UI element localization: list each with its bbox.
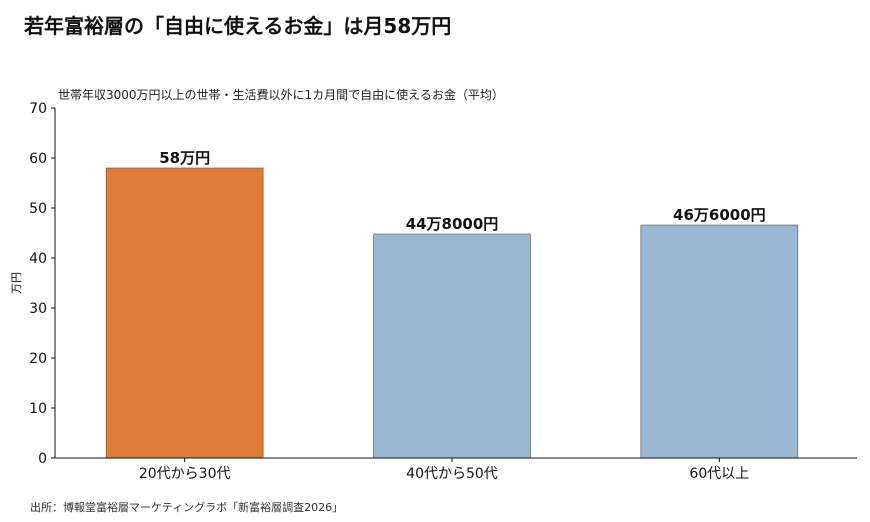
data-labels: 58万円 44万8000円 46万6000円 <box>159 149 765 233</box>
y-tick-label: 20 <box>29 351 47 367</box>
x-tick-label: 40代から50代 <box>406 466 498 482</box>
y-tick-label: 70 <box>29 101 47 117</box>
bar-value-label: 46万6000円 <box>673 206 766 224</box>
y-tick-label: 30 <box>29 301 47 317</box>
bar-value-label: 44万8000円 <box>406 215 499 233</box>
y-tick-label: 50 <box>29 201 47 217</box>
bar <box>105 167 264 459</box>
x-tick-label: 60代以上 <box>689 466 749 482</box>
x-tick-label: 20代から30代 <box>139 466 231 482</box>
bar-value-label: 58万円 <box>159 149 210 167</box>
y-tick-label: 10 <box>29 401 47 417</box>
x-axis: 20代から30代 40代から50代 60代以上 <box>55 457 857 482</box>
bar <box>640 224 799 459</box>
y-tick-label: 40 <box>29 251 47 267</box>
y-axis: 0 10 20 30 40 50 60 70 <box>29 101 56 467</box>
chart-title: 若年富裕層の「自由に使えるお金」は月58万円 <box>24 14 452 38</box>
y-axis-label: 万円 <box>10 272 23 294</box>
chart-subtitle: 世帯年収3000万円以上の世帯・生活費以外に1カ月間で自由に使えるお金（平均） <box>58 88 504 102</box>
y-tick-label: 0 <box>38 451 47 467</box>
bars <box>105 167 799 459</box>
source-note: 出所：博報堂富裕層マーケティングラボ「新富裕層調査2026」 <box>30 501 344 514</box>
y-tick-label: 60 <box>29 151 47 167</box>
bar <box>373 233 531 459</box>
